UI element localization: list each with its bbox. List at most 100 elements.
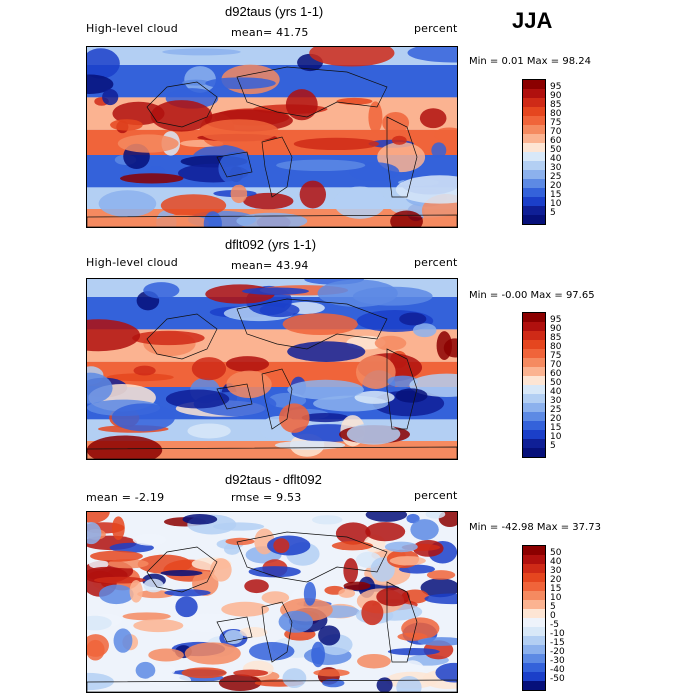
colorbar-tick-label: -50 [550,674,565,684]
colorbar-tick-label: 75 [550,351,562,361]
colorbar-tick-label: 5 [550,208,556,218]
colorbar-tick-label: 40 [550,387,562,397]
colorbar-swatch [523,179,545,188]
panel-3-units: percent [414,489,458,502]
colorbar-swatch [523,591,545,600]
colorbar-swatch [523,448,545,457]
colorbar-tick-label: 30 [550,566,562,576]
colorbar-tick-label: 60 [550,369,562,379]
panel-2-map [86,278,458,460]
panel-1-title: d92taus (yrs 1-1) [225,4,324,19]
colorbar-swatch [523,421,545,430]
colorbar-tick-label: 60 [550,136,562,146]
colorbar-swatch [523,215,545,224]
colorbar-swatch [523,573,545,582]
colorbar-swatch [523,313,545,322]
colorbar-swatch [523,322,545,331]
colorbar-tick-label: 95 [550,315,562,325]
colorbar-swatch [523,439,545,448]
colorbar-swatch [523,654,545,663]
panel-1-units: percent [414,22,458,35]
colorbar-tick-label: -15 [550,638,565,648]
panel-1-map [86,46,458,228]
colorbar-swatch [523,349,545,358]
colorbar-tick-label: 40 [550,557,562,567]
colorbar-tick-label: 40 [550,154,562,164]
colorbar-tick-label: 90 [550,91,562,101]
colorbar-swatch [523,376,545,385]
colorbar-swatch [523,582,545,591]
colorbar-tick-label: 25 [550,405,562,415]
colorbar-tick-label: 80 [550,109,562,119]
colorbar-swatch [523,98,545,107]
colorbar-swatch [523,609,545,618]
colorbar-swatch [523,394,545,403]
colorbar-swatch [523,663,545,672]
colorbar-tick-label: 20 [550,575,562,585]
panel-3-minmax: Min = -42.98 Max = 37.73 [469,522,601,533]
colorbar-tick-label: 90 [550,324,562,334]
colorbar-swatch [523,170,545,179]
colorbar-swatch [523,197,545,206]
colorbar-swatch [523,358,545,367]
colorbar-tick-label: 20 [550,181,562,191]
colorbar-swatch [523,188,545,197]
colorbar-swatch [523,618,545,627]
colorbar-tick-label: 0 [550,611,556,621]
colorbar-swatch [523,672,545,681]
colorbar-tick-label: 30 [550,163,562,173]
colorbar-swatch [523,385,545,394]
colorbar-swatch [523,206,545,215]
panel-1-colorbar [522,79,546,225]
colorbar-swatch [523,627,545,636]
season-label: JJA [512,8,553,33]
colorbar-swatch [523,367,545,376]
colorbar-tick-label: 80 [550,342,562,352]
colorbar-swatch [523,134,545,143]
colorbar-tick-label: 50 [550,378,562,388]
colorbar-tick-label: -20 [550,647,565,657]
panel-1-field [87,47,457,227]
colorbar-tick-label: 50 [550,145,562,155]
colorbar-swatch [523,143,545,152]
panel-2-mean: mean= 43.94 [231,259,309,272]
colorbar-swatch [523,681,545,690]
panel-2-colorbar [522,312,546,458]
colorbar-tick-label: 15 [550,190,562,200]
colorbar-swatch [523,546,545,555]
colorbar-tick-label: 30 [550,396,562,406]
panel-3-rmse: rmse = 9.53 [231,491,302,504]
colorbar-tick-label: 10 [550,593,562,603]
colorbar-tick-label: 75 [550,118,562,128]
colorbar-tick-label: -5 [550,620,559,630]
colorbar-swatch [523,403,545,412]
colorbar-swatch [523,340,545,349]
colorbar-swatch [523,564,545,573]
panel-3-field [87,512,457,692]
colorbar-swatch [523,125,545,134]
colorbar-tick-label: 50 [550,548,562,558]
panel-1-minmax: Min = 0.01 Max = 98.24 [469,56,591,67]
colorbar-swatch [523,80,545,89]
colorbar-tick-label: -10 [550,629,565,639]
panel-2-units: percent [414,256,458,269]
colorbar-swatch [523,555,545,564]
colorbar-tick-label: 85 [550,333,562,343]
colorbar-tick-label: 25 [550,172,562,182]
panel-2-title: dflt092 (yrs 1-1) [225,237,317,252]
colorbar-tick-label: 95 [550,82,562,92]
panel-2-field [87,279,457,459]
colorbar-swatch [523,600,545,609]
panel-3-mean: mean = -2.19 [86,491,165,504]
panel-2-variable: High-level cloud [86,256,178,269]
colorbar-tick-label: 5 [550,602,556,612]
panel-1-mean: mean= 41.75 [231,26,309,39]
colorbar-tick-label: 5 [550,441,556,451]
colorbar-swatch [523,412,545,421]
colorbar-tick-label: 15 [550,584,562,594]
colorbar-swatch [523,430,545,439]
panel-3-map [86,511,458,693]
colorbar-tick-label: -40 [550,665,565,675]
colorbar-swatch [523,161,545,170]
colorbar-swatch [523,107,545,116]
